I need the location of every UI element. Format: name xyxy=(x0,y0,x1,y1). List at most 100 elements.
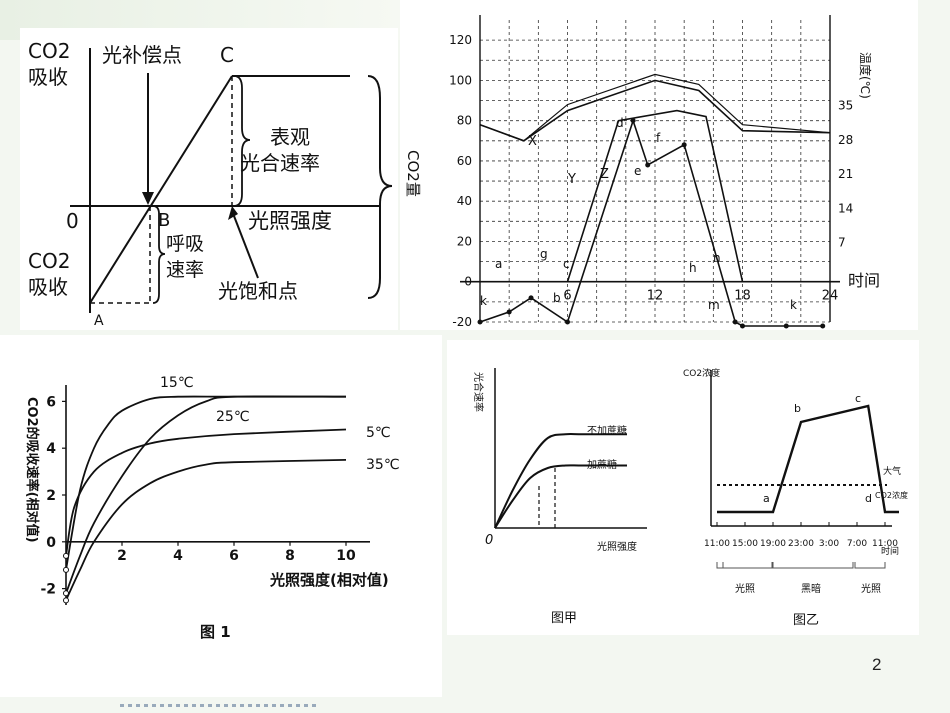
period-light-2: 光照 xyxy=(861,582,881,595)
series-label-no-sucrose: 不加蔗糖 xyxy=(587,424,627,437)
point-c-label: C xyxy=(220,43,234,67)
apparent-label2: 光合速率 xyxy=(240,151,320,175)
x-tick-label: 24 xyxy=(822,289,839,304)
atmosphere-label2: CO2浓度 xyxy=(875,490,908,500)
grid xyxy=(460,15,840,323)
series-lines xyxy=(477,73,831,329)
panel-light-response-diagram: CO2 吸收 CO2 吸收 0 光照强度 光补偿点 C B A 表观 光合速率 … xyxy=(20,28,398,330)
curve-label-y: Y xyxy=(567,172,576,187)
x-tick-label: 3:00 xyxy=(819,539,839,549)
x-tick-label: 8 xyxy=(285,548,295,564)
data-point xyxy=(740,323,745,329)
y-tick-label: 0 xyxy=(46,535,56,551)
point-d: d xyxy=(616,116,624,130)
point-k-left: k xyxy=(480,294,487,308)
series-lines xyxy=(717,404,899,514)
apparent-label1: 表观 xyxy=(270,125,310,149)
y-tick-label: 0 xyxy=(464,275,472,289)
point-e: e xyxy=(634,164,641,178)
point-b: b xyxy=(794,402,801,415)
point-a: a xyxy=(495,257,502,271)
point-n: n xyxy=(713,251,721,265)
start-point xyxy=(63,566,69,573)
series-line xyxy=(65,428,347,557)
y-tick-label: 100 xyxy=(449,73,472,87)
tick-labels: -2 0 2 4 6 2 4 6 8 10 xyxy=(40,394,356,597)
y-axis-label-co2: CO2浓度 xyxy=(683,367,720,379)
y-axis-label: 光合速率 xyxy=(472,372,485,412)
x-label: 光照强度 xyxy=(248,209,332,233)
data-point xyxy=(681,142,687,148)
x-tick-label: 6 xyxy=(229,548,239,564)
apparent-bracket xyxy=(233,75,251,207)
y-bottom-line1: CO2 xyxy=(28,249,70,273)
period-bracket-2 xyxy=(772,562,854,569)
y-axis-label: CO2量 xyxy=(404,150,422,197)
y-tick-label: -2 xyxy=(40,582,56,598)
series-lines xyxy=(494,432,627,529)
rate-line xyxy=(89,75,233,304)
y2-tick-label: 28 xyxy=(838,133,853,147)
resp-label1: 呼吸 xyxy=(166,233,204,255)
y-tick-label: 2 xyxy=(46,488,56,504)
y-top-line2: 吸收 xyxy=(28,65,68,89)
y2-axis-label: 温度(℃) xyxy=(858,52,873,99)
y-bottom-line2: 吸收 xyxy=(28,275,68,299)
point-d: d xyxy=(865,492,872,505)
series-line xyxy=(494,464,627,529)
panel-day-co2-chart: -20 0 20 40 60 80 100 120 7 14 21 28 35 6 12 18 24 CO2量 … xyxy=(400,0,918,330)
tick-labels: -20 0 20 40 60 80 100 120 7 14 21 28 35 6 12 18 24 xyxy=(449,33,853,329)
x-tick-label: 7:00 xyxy=(847,539,867,549)
x-tick-label: 23:00 xyxy=(788,539,814,549)
y-tick-label: 120 xyxy=(449,33,472,47)
y-tick-label: 4 xyxy=(46,441,56,457)
data-point xyxy=(565,319,570,325)
co2-line xyxy=(717,404,899,514)
x-tick-label: 19:00 xyxy=(760,539,786,549)
atmosphere-label1: 大气 xyxy=(883,465,901,477)
x-tick-label: 6 xyxy=(563,289,571,304)
x-axis-label: 光照强度(相对值) xyxy=(269,571,389,589)
period-bracket-1 xyxy=(716,562,773,569)
compensation-label: 光补偿点 xyxy=(102,43,182,67)
x-tick-label: 10 xyxy=(336,548,356,564)
curve-label-x: X xyxy=(528,134,537,149)
y-tick-label: 80 xyxy=(457,114,472,128)
origin-label: 0 xyxy=(66,209,79,233)
saturation-arrow xyxy=(233,215,259,279)
panel-temperature-light-chart: -2 0 2 4 6 2 4 6 8 10 CO2的吸收速率(相对值) 光照强度(相对值) 图 1… xyxy=(0,335,442,697)
panel-co2-concentration-chart: 11:00 15:00 19:00 23:00 3:00 7:00 11:00 CO2浓度 … xyxy=(677,340,919,635)
series-label-25: 25℃ xyxy=(216,409,250,425)
data-point xyxy=(645,162,651,168)
panel-sucrose-chart: 0 光照强度 光合速率 不加蔗糖 加蔗糖 图甲 xyxy=(447,340,677,635)
x-tick-label: 4 xyxy=(173,548,183,564)
point-f: f xyxy=(656,131,661,145)
series-label-5: 5℃ xyxy=(366,425,391,441)
point-h: h xyxy=(689,261,697,275)
sucrose-svg: 0 光照强度 光合速率 不加蔗糖 加蔗糖 图甲 xyxy=(472,368,647,626)
y-axis-label: CO2的吸收速率(相对值) xyxy=(24,397,40,543)
data-point xyxy=(477,319,483,325)
y-tick-label: -20 xyxy=(452,315,472,329)
y2-tick-label: 35 xyxy=(838,99,853,113)
x-tick-label: 11:00 xyxy=(872,539,898,549)
x-tick-label: 15:00 xyxy=(732,539,758,549)
x-axis-label: 时间 xyxy=(881,545,899,557)
point-b: b xyxy=(553,291,561,305)
series-label-sucrose: 加蔗糖 xyxy=(587,458,617,471)
curve-label-z: Z xyxy=(600,167,609,182)
series-line xyxy=(65,459,347,601)
page-number: 2 xyxy=(872,655,882,674)
saturation-label: 光饱和点 xyxy=(218,279,298,303)
saturation-arrowhead xyxy=(228,206,238,220)
data-point xyxy=(630,118,636,124)
y2-tick-label: 21 xyxy=(838,167,853,181)
compensation-arrowhead xyxy=(142,192,154,205)
figure-title: 图甲 xyxy=(551,611,577,626)
data-point xyxy=(732,319,738,325)
x-tick-label: 11:00 xyxy=(704,539,730,549)
y-top-line1: CO2 xyxy=(28,39,70,63)
light-response-svg: CO2 吸收 CO2 吸收 0 光照强度 光补偿点 C B A 表观 光合速率 … xyxy=(28,39,393,329)
y2-tick-label: 14 xyxy=(838,201,853,215)
x-tick-label: 2 xyxy=(117,548,127,564)
